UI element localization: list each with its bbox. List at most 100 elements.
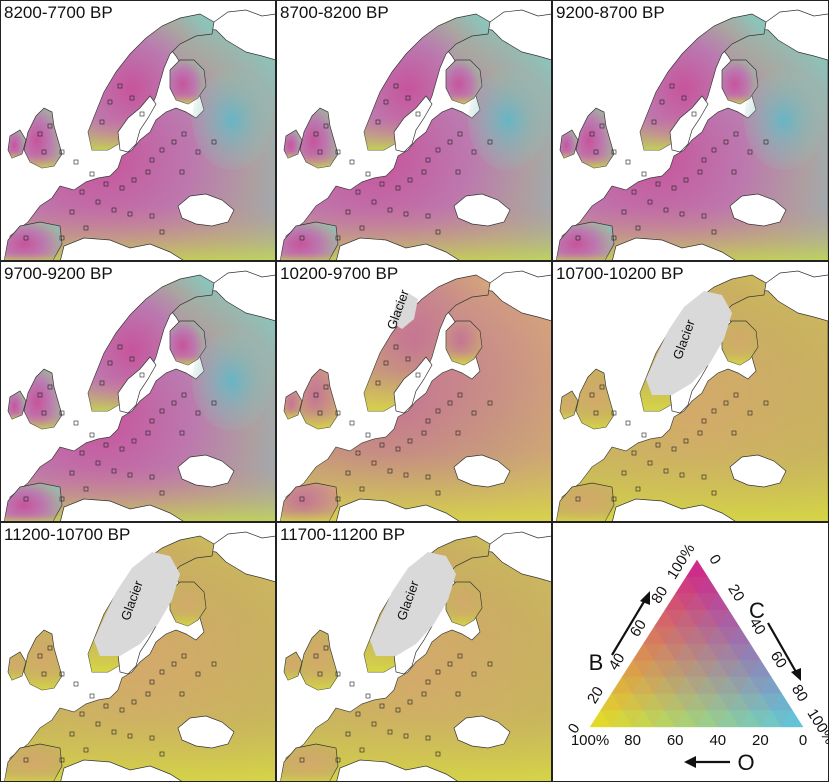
site-marker	[119, 707, 125, 713]
site-marker	[59, 149, 65, 155]
site-marker	[335, 671, 341, 677]
ternary-tick-label: 60	[667, 732, 684, 749]
site-marker	[171, 139, 177, 145]
sea	[393, 356, 433, 414]
site-marker	[83, 747, 89, 753]
eastern-cyan-zone	[192, 70, 272, 170]
site-marker	[313, 653, 319, 659]
ternary-tick-label: 20	[584, 684, 607, 707]
site-marker	[107, 360, 113, 366]
ternary-tick-label: 0	[799, 732, 807, 749]
site-marker	[655, 442, 661, 448]
site-marker	[723, 400, 729, 406]
site-marker	[145, 430, 151, 436]
site-marker	[697, 430, 703, 436]
coastline-north	[489, 270, 553, 284]
site-marker	[457, 131, 463, 137]
coastline-north	[213, 270, 277, 284]
site-marker	[395, 185, 401, 191]
site-marker	[359, 747, 365, 753]
glacier-area	[94, 552, 180, 656]
site-marker	[425, 474, 431, 480]
site-marker	[73, 681, 79, 687]
site-marker	[457, 392, 463, 398]
site-marker	[349, 420, 355, 426]
site-marker	[117, 83, 123, 89]
site-marker	[435, 229, 441, 235]
site-marker	[487, 661, 493, 667]
site-marker	[379, 703, 385, 709]
site-marker	[41, 149, 47, 155]
site-marker	[313, 392, 319, 398]
site-marker	[299, 496, 305, 502]
site-marker	[89, 693, 95, 699]
site-marker	[181, 653, 187, 659]
site-marker	[159, 408, 165, 414]
site-marker	[117, 344, 123, 350]
ternary-tick-label: 40	[709, 732, 726, 749]
site-marker	[701, 157, 707, 163]
site-marker	[335, 757, 341, 763]
site-marker	[149, 418, 155, 424]
panel-period-label: 11200-10700 BP	[4, 525, 130, 544]
site-marker	[421, 430, 427, 436]
site-marker	[421, 169, 427, 175]
site-marker	[679, 472, 685, 478]
site-marker	[365, 171, 371, 177]
site-marker	[359, 486, 365, 492]
site-marker	[387, 468, 393, 474]
site-marker	[59, 496, 65, 502]
site-marker	[211, 400, 217, 406]
sea	[336, 759, 460, 782]
sea	[177, 454, 235, 488]
site-marker	[575, 496, 581, 502]
site-marker	[621, 470, 627, 476]
axis-label-c: C	[749, 598, 765, 623]
site-marker	[395, 707, 401, 713]
site-marker	[349, 681, 355, 687]
site-marker	[159, 147, 165, 153]
site-marker	[59, 757, 65, 763]
panel-period-label: 8200-7700 BP	[4, 3, 113, 22]
axis-label-b: B	[589, 650, 604, 675]
site-marker	[139, 111, 145, 117]
site-marker	[355, 450, 361, 456]
ternary-tick-label: 60	[767, 648, 790, 671]
site-marker	[89, 432, 95, 438]
site-marker	[111, 729, 117, 735]
site-marker	[23, 757, 29, 763]
site-marker	[641, 171, 647, 177]
sea	[117, 95, 157, 153]
ternary-cell	[760, 676, 783, 694]
site-marker	[365, 432, 371, 438]
site-marker	[47, 123, 53, 129]
site-marker	[323, 123, 329, 129]
site-marker	[79, 711, 85, 717]
site-markers	[299, 83, 493, 241]
ternary-tick-label: 20	[724, 581, 747, 604]
site-marker	[365, 693, 371, 699]
site-marker	[457, 653, 463, 659]
site-marker	[679, 211, 685, 217]
site-marker	[317, 149, 323, 155]
site-marker	[711, 147, 717, 153]
sea	[59, 498, 188, 524]
ternary-cell	[749, 659, 772, 678]
site-marker	[383, 99, 389, 105]
site-marker	[425, 735, 431, 741]
map-panel: 8200-7700 BP	[0, 0, 277, 263]
site-marker	[655, 181, 661, 187]
site-marker	[111, 207, 117, 213]
site-marker	[23, 496, 29, 502]
coastline-north	[489, 9, 553, 23]
site-marker	[323, 384, 329, 390]
site-marker	[635, 486, 641, 492]
site-marker	[41, 671, 47, 677]
site-marker	[375, 119, 381, 125]
site-marker	[681, 95, 687, 101]
site-marker	[37, 131, 43, 137]
site-marker	[131, 699, 137, 705]
site-marker	[701, 213, 707, 219]
